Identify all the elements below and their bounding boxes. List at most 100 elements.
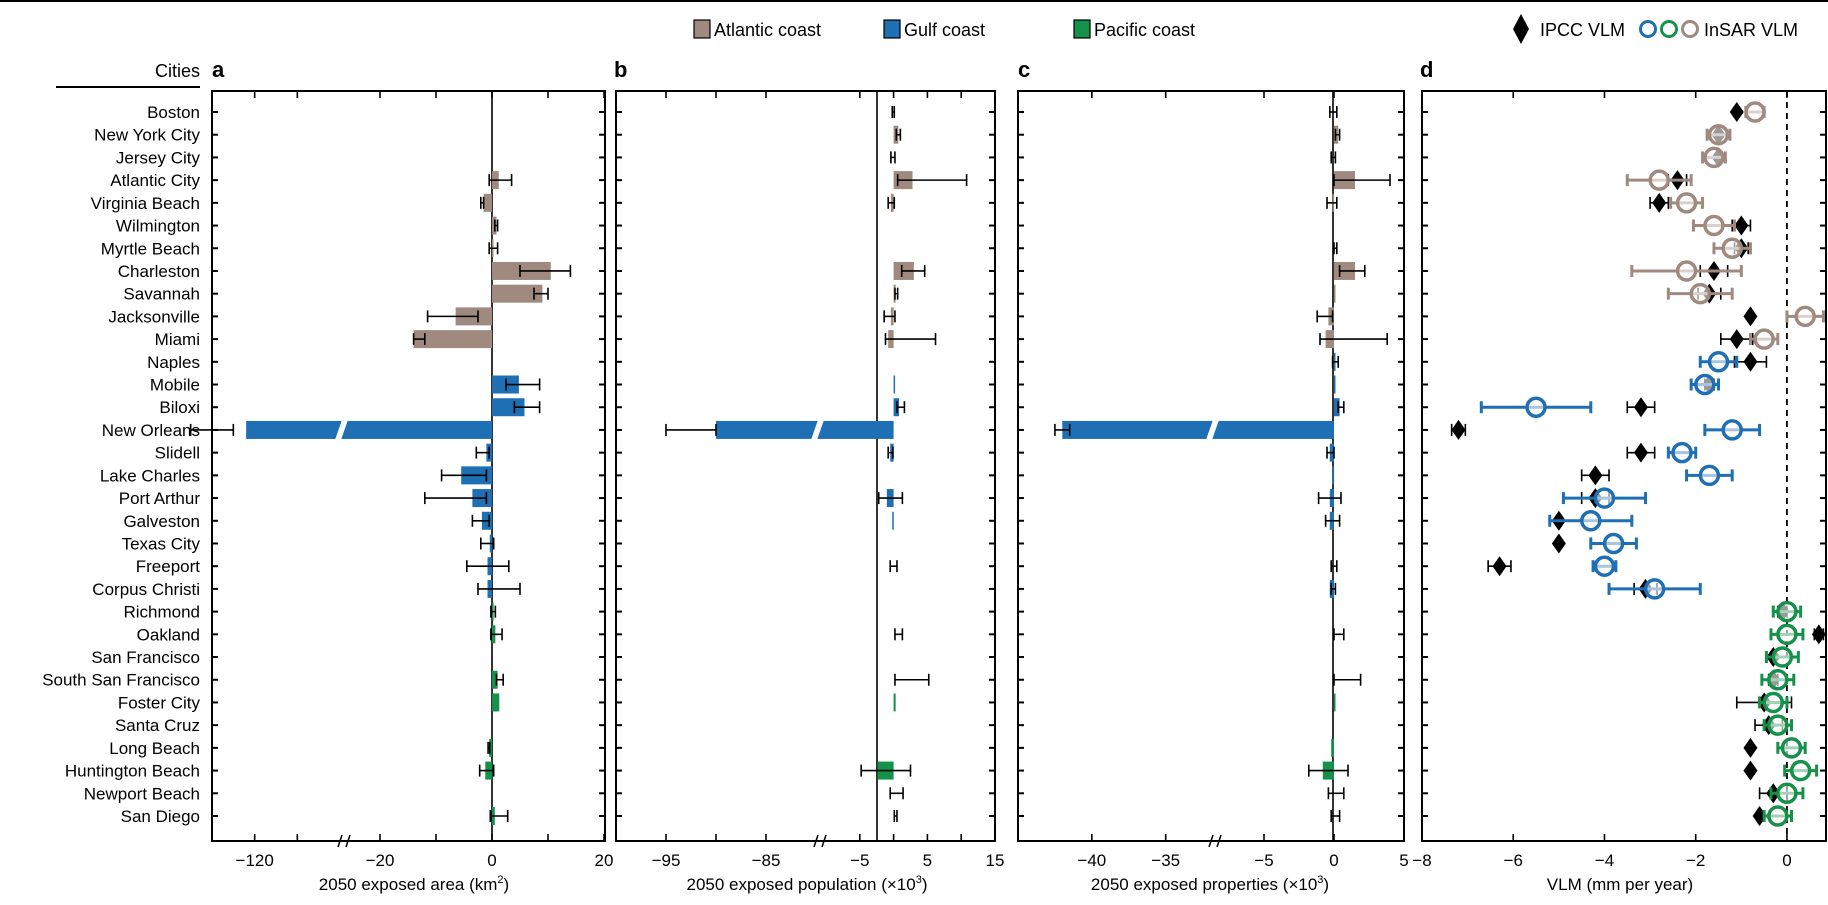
x-tick-label: −4 bbox=[1595, 851, 1614, 870]
insar-circle-marker bbox=[1675, 192, 1698, 214]
city-label: Charleston bbox=[118, 262, 200, 281]
ipcc-diamond-marker bbox=[1588, 465, 1603, 486]
city-label: Jacksonville bbox=[108, 307, 200, 326]
legend-label-gulf: Gulf coast bbox=[904, 20, 985, 40]
bar bbox=[1332, 466, 1335, 485]
city-label: Virginia Beach bbox=[91, 194, 200, 213]
insar-circle-marker bbox=[1707, 123, 1730, 146]
city-label: Miami bbox=[155, 330, 200, 349]
panel-label-c: c bbox=[1018, 57, 1030, 82]
x-tick-label: 15 bbox=[986, 851, 1005, 870]
bar bbox=[1062, 420, 1334, 439]
bar bbox=[893, 375, 896, 394]
ipcc-diamond-marker bbox=[1811, 624, 1826, 645]
panels: −120 −20 0 20 −95 −85 −5 5 15 −40 −35 −5 0 5 −8 −6 −4 −2 0 bbox=[189, 90, 1827, 870]
city-label: San Francisco bbox=[91, 648, 200, 667]
insar-circle-marker bbox=[1721, 237, 1743, 260]
x-tick-label: −35 bbox=[1151, 851, 1180, 870]
insar-circle-marker bbox=[1643, 578, 1666, 600]
ipcc-diamond-marker bbox=[1743, 306, 1758, 327]
insar-circle-marker bbox=[1689, 282, 1712, 305]
x-tick-label: −6 bbox=[1504, 851, 1523, 870]
insar-circle-marker bbox=[1703, 214, 1725, 237]
insar-circle-marker bbox=[1525, 396, 1547, 418]
insar-circle-marker bbox=[1593, 487, 1616, 509]
top-rule bbox=[0, 0, 1828, 2]
city-label: Jersey City bbox=[116, 148, 201, 167]
ipcc-diamond-marker bbox=[1743, 760, 1758, 781]
x-tick-label: 0 bbox=[1782, 851, 1791, 870]
legend-label-atlantic: Atlantic coast bbox=[714, 20, 821, 40]
insar-circle-marker bbox=[1776, 782, 1798, 805]
x-tick-label: −5 bbox=[1254, 851, 1273, 870]
legend-label-ipcc: IPCC VLM bbox=[1540, 20, 1625, 40]
insar-circle-marker bbox=[1580, 510, 1602, 532]
city-label: Wilmington bbox=[116, 217, 200, 236]
bar bbox=[1334, 284, 1336, 303]
city-label: Huntington Beach bbox=[65, 762, 200, 781]
insar-circle-marker bbox=[1776, 623, 1798, 646]
x-tick-label: −85 bbox=[752, 851, 781, 870]
city-label: Santa Cruz bbox=[115, 716, 200, 735]
panel-frame bbox=[1017, 90, 1405, 842]
city-label: Naples bbox=[147, 353, 200, 372]
x-tick-label: −20 bbox=[366, 851, 395, 870]
bar bbox=[716, 420, 894, 439]
panel-frame bbox=[211, 90, 606, 842]
bar-break-icon bbox=[1206, 419, 1219, 440]
legend-label-insar: InSAR VLM bbox=[1704, 20, 1798, 40]
insar-circle-marker bbox=[1771, 646, 1794, 668]
legend: Atlantic coast Gulf coast Pacific coast … bbox=[693, 14, 1798, 44]
ipcc-diamond-marker bbox=[1633, 397, 1648, 418]
insar-circle-marker bbox=[1721, 419, 1743, 441]
city-labels: Boston New York City Jersey City Atlantic C… bbox=[42, 103, 200, 826]
city-label: Texas City bbox=[122, 534, 201, 553]
bar bbox=[492, 398, 525, 417]
insar-circle-marker bbox=[1602, 532, 1625, 555]
city-label: Mobile bbox=[150, 376, 200, 395]
insar-circle-marker bbox=[1753, 328, 1775, 350]
insar-circle-marker bbox=[1767, 805, 1789, 827]
panel-label-b: b bbox=[614, 57, 627, 82]
insar-circle-marker bbox=[1698, 464, 1721, 487]
bar bbox=[893, 693, 896, 712]
insar-circle-marker bbox=[1794, 305, 1816, 328]
legend-swatch-atlantic bbox=[693, 19, 711, 39]
city-label: Savannah bbox=[123, 285, 200, 304]
cities-header: Cities bbox=[155, 61, 200, 81]
city-label: Atlantic City bbox=[110, 171, 200, 190]
legend-insar-circle-pacific-icon bbox=[1660, 20, 1678, 38]
insar-circle-marker bbox=[1671, 441, 1693, 464]
city-label: Biloxi bbox=[159, 398, 200, 417]
city-label: Newport Beach bbox=[84, 784, 200, 803]
insar-circle-marker bbox=[1675, 260, 1698, 282]
x-axis-title-b: 2050 exposed population (×103) bbox=[686, 874, 927, 894]
ipcc-diamond-marker bbox=[1492, 556, 1507, 577]
bar bbox=[1331, 738, 1334, 757]
bar bbox=[892, 511, 894, 530]
bar bbox=[492, 670, 498, 689]
panel-frame bbox=[615, 90, 996, 842]
legend-swatch-pacific bbox=[1073, 19, 1091, 39]
x-tick-label: −95 bbox=[652, 851, 681, 870]
city-label: San Diego bbox=[121, 807, 200, 826]
city-label: Long Beach bbox=[109, 739, 200, 758]
panel-d: −8 −6 −4 −2 0 bbox=[1412, 90, 1827, 870]
insar-circle-marker bbox=[1694, 373, 1716, 396]
bar bbox=[483, 193, 492, 212]
bar bbox=[1334, 398, 1340, 417]
insar-circle-marker bbox=[1767, 714, 1789, 736]
insar-circle-marker bbox=[1767, 668, 1789, 691]
ipcc-diamond-marker bbox=[1652, 192, 1667, 213]
legend-label-pacific: Pacific coast bbox=[1094, 20, 1195, 40]
insar-circle-marker bbox=[1707, 351, 1730, 373]
ipcc-diamond-marker bbox=[1729, 102, 1744, 122]
ipcc-diamond-marker bbox=[1734, 215, 1749, 236]
city-label: Foster City bbox=[118, 693, 201, 712]
legend-swatch-gulf bbox=[883, 19, 901, 39]
x-axis-title-d: VLM (mm per year) bbox=[1547, 875, 1693, 894]
city-label: Lake Charles bbox=[100, 466, 200, 485]
bar-break-icon bbox=[335, 419, 348, 440]
x-tick-label: 20 bbox=[595, 851, 614, 870]
